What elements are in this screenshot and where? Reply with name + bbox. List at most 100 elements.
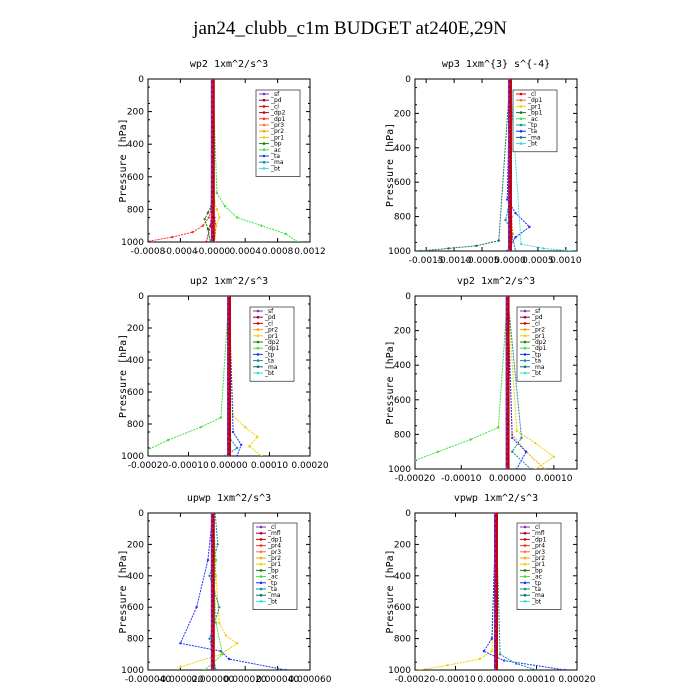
panel-title: up2 1xm^2/s^3 [190,276,268,287]
legend-entry: _bt [527,141,538,148]
series-line-ac [204,513,224,670]
x-tick-label: -0.00020 [128,461,169,471]
profile-marker [211,619,215,623]
legend-entry: _ac [527,116,538,123]
legend-entry: _bt [264,370,275,377]
profile-marker [227,327,231,331]
legend-entry: _pr1 [531,333,545,340]
legend-entry: _pr4 [267,543,281,550]
legend-marker [256,334,260,338]
profile-marker [227,342,231,346]
legend-entry: _ma [267,592,281,599]
legend-entry: _dp1 [264,345,280,352]
legend-entry: _pr1 [531,561,545,568]
legend-entry: _pr1 [527,103,541,110]
data-point [218,216,221,219]
profile-marker [227,307,231,311]
legend-marker [262,98,266,102]
profile-marker [227,392,231,396]
series-group [417,513,567,670]
legend-entry: _pr3 [270,122,284,129]
profile-marker [494,624,498,628]
panel-6: vpwp 1xm^2/s^3 Pressure [hPa] 0 200 400 600 80… [385,493,596,685]
y-tick-label: 800 [394,213,411,223]
series-line-tp [228,296,242,456]
legend-marker [256,359,260,362]
panel-1: wp2 1xm^2/s^3 Pressure [hPa] 0 200 400 600 800… [118,59,326,257]
legend-entry: _ma [270,159,284,166]
profile-marker [494,579,498,583]
data-point [244,426,247,429]
profile-marker [508,80,512,84]
legend-entry: _dp1 [270,116,286,123]
legend-entry: _cl [531,320,540,327]
series-group [148,79,300,242]
profile-marker [227,337,231,341]
profile-marker [211,95,215,99]
x-tick-label: -0.0008 [131,247,166,257]
y-tick-label: 800 [127,205,144,215]
legend-marker [523,322,527,325]
profile-marker [211,534,215,538]
y-tick-label: 1000 [121,238,144,248]
legend-marker [523,359,527,362]
data-point [214,668,218,670]
x-tick-label: 0.000060 [289,675,332,685]
profile-marker [211,624,215,628]
series-line-ta [507,296,532,469]
legend-marker [523,600,527,603]
profile-marker [508,190,512,194]
legend-marker [259,562,263,566]
legend-entry: _bt [270,165,281,172]
legend-marker [256,346,260,350]
data-point [208,637,211,640]
legend-box [516,306,562,382]
profile-marker [505,442,510,446]
x-tick-label: 0.0004 [229,247,261,257]
profile-marker [227,332,231,336]
data-point [515,662,518,665]
legend-marker [523,525,527,529]
profile-marker [494,589,498,593]
plot-frame [414,78,578,252]
legend-entry: _dp1 [531,345,547,352]
data-point [284,232,287,236]
profile-marker [227,322,231,326]
legend-marker [519,123,523,127]
data-point [482,649,486,653]
y-tick-label: 200 [127,108,144,118]
profile-marker [211,165,215,169]
profile-marker [494,584,498,588]
legend-entry: _dp2 [264,339,280,346]
profile-marker [505,372,510,376]
data-point [490,637,494,640]
data-point [218,621,221,625]
legend-marker [262,142,266,145]
profile-marker [211,524,215,528]
profile-marker [211,609,215,613]
x-tick-label: 0.000000 [191,675,234,685]
profile-marker [494,514,498,518]
profile-marker [494,659,498,663]
data-point [227,657,231,661]
profile-marker [508,100,512,104]
x-tick-label: -0.0000 [195,247,230,257]
y-tick-label: 0 [405,292,411,302]
legend-entry: _tp [267,580,277,587]
y-tick-label: 400 [127,572,144,582]
plot-frame [147,78,311,243]
legend: _sf_pd_cl_pr2_pr1_dp2_dp1_tp_ta_ma_bt [249,306,295,382]
profile-marker [505,317,510,321]
data-point [469,438,472,441]
profile-marker [211,574,215,578]
legend-entry: _pr1 [267,561,281,568]
series-line-pr1 [419,513,497,670]
profile-marker [211,120,215,124]
x-tick-label: 0.00020 [291,461,328,471]
x-tick-label: -0.0004 [163,247,198,257]
legend-marker [259,587,263,591]
data-point [552,455,556,459]
data-point [534,441,537,445]
profile-marker [227,452,231,456]
profile-marker [211,175,215,179]
